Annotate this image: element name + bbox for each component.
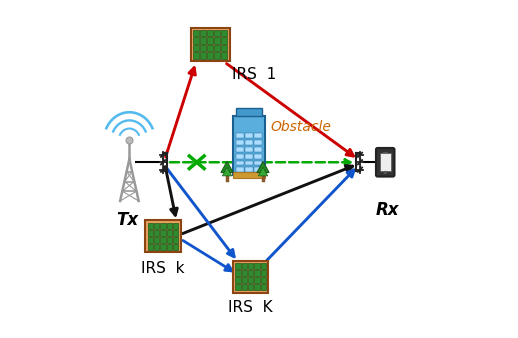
Bar xyxy=(173,244,178,250)
Bar xyxy=(193,52,199,59)
Bar xyxy=(200,30,206,37)
Bar xyxy=(233,261,268,293)
Bar xyxy=(248,270,253,276)
Text: Tx: Tx xyxy=(117,211,139,229)
Bar xyxy=(221,30,227,37)
Bar xyxy=(214,52,220,59)
Bar xyxy=(236,134,244,138)
Bar xyxy=(207,38,213,44)
Bar xyxy=(167,237,172,243)
Bar xyxy=(380,153,391,171)
Bar xyxy=(245,154,253,159)
Bar xyxy=(154,230,160,236)
Bar xyxy=(207,45,213,51)
Bar xyxy=(148,237,153,243)
Bar xyxy=(245,161,253,165)
Bar xyxy=(254,161,262,165)
Bar xyxy=(241,270,247,276)
Bar xyxy=(167,223,172,229)
Polygon shape xyxy=(222,167,232,176)
Bar xyxy=(191,28,229,61)
Bar xyxy=(235,263,240,269)
Bar xyxy=(148,230,153,236)
Bar xyxy=(236,107,262,116)
Bar xyxy=(236,140,244,145)
Text: IRS  K: IRS K xyxy=(228,300,273,315)
Bar xyxy=(236,154,244,159)
Polygon shape xyxy=(258,167,268,176)
Bar xyxy=(173,230,178,236)
Bar xyxy=(154,223,160,229)
Bar xyxy=(221,45,227,51)
Bar xyxy=(254,140,262,145)
Bar xyxy=(193,45,199,51)
Bar xyxy=(245,167,253,172)
Bar xyxy=(173,237,178,243)
Bar xyxy=(233,171,265,177)
Text: IRS  1: IRS 1 xyxy=(232,67,276,82)
Bar xyxy=(173,223,178,229)
Bar xyxy=(261,263,266,269)
Bar xyxy=(214,45,220,51)
Bar xyxy=(248,284,253,290)
Bar xyxy=(193,38,199,44)
Bar xyxy=(148,223,153,229)
FancyBboxPatch shape xyxy=(376,148,395,176)
Bar xyxy=(382,152,388,153)
Bar xyxy=(261,284,266,290)
Bar xyxy=(207,30,213,37)
Bar xyxy=(233,116,265,175)
Bar xyxy=(235,277,240,283)
Bar xyxy=(193,30,199,37)
Bar xyxy=(241,284,247,290)
Text: Rx: Rx xyxy=(375,201,399,219)
Bar xyxy=(261,270,266,276)
Bar xyxy=(254,277,260,283)
Bar xyxy=(235,284,240,290)
Bar xyxy=(167,244,172,250)
Bar xyxy=(214,30,220,37)
Bar xyxy=(236,161,244,165)
Bar xyxy=(200,38,206,44)
Bar xyxy=(161,223,166,229)
Bar xyxy=(245,140,253,145)
Circle shape xyxy=(383,171,387,174)
Bar xyxy=(200,52,206,59)
Bar xyxy=(248,263,253,269)
Polygon shape xyxy=(257,162,269,172)
Bar xyxy=(245,134,253,138)
Bar xyxy=(254,270,260,276)
Bar xyxy=(241,263,247,269)
Bar xyxy=(236,167,244,172)
Bar xyxy=(254,284,260,290)
Polygon shape xyxy=(221,162,233,172)
Bar xyxy=(161,230,166,236)
Bar xyxy=(200,45,206,51)
Text: IRS  k: IRS k xyxy=(141,261,185,275)
Bar xyxy=(148,244,153,250)
Bar xyxy=(146,220,181,252)
Bar xyxy=(241,277,247,283)
Bar xyxy=(207,52,213,59)
Text: Obstacle: Obstacle xyxy=(271,120,332,134)
Bar xyxy=(254,154,262,159)
Bar xyxy=(221,38,227,44)
Bar xyxy=(161,237,166,243)
Bar xyxy=(254,263,260,269)
Bar xyxy=(161,244,166,250)
Bar xyxy=(261,277,266,283)
Bar xyxy=(245,147,253,152)
Bar xyxy=(214,38,220,44)
Bar xyxy=(167,230,172,236)
Bar xyxy=(154,244,160,250)
Bar xyxy=(154,237,160,243)
Bar xyxy=(254,147,262,152)
Bar xyxy=(254,134,262,138)
Bar xyxy=(236,147,244,152)
Bar xyxy=(235,270,240,276)
Bar xyxy=(221,52,227,59)
Bar xyxy=(254,167,262,172)
Bar xyxy=(248,277,253,283)
